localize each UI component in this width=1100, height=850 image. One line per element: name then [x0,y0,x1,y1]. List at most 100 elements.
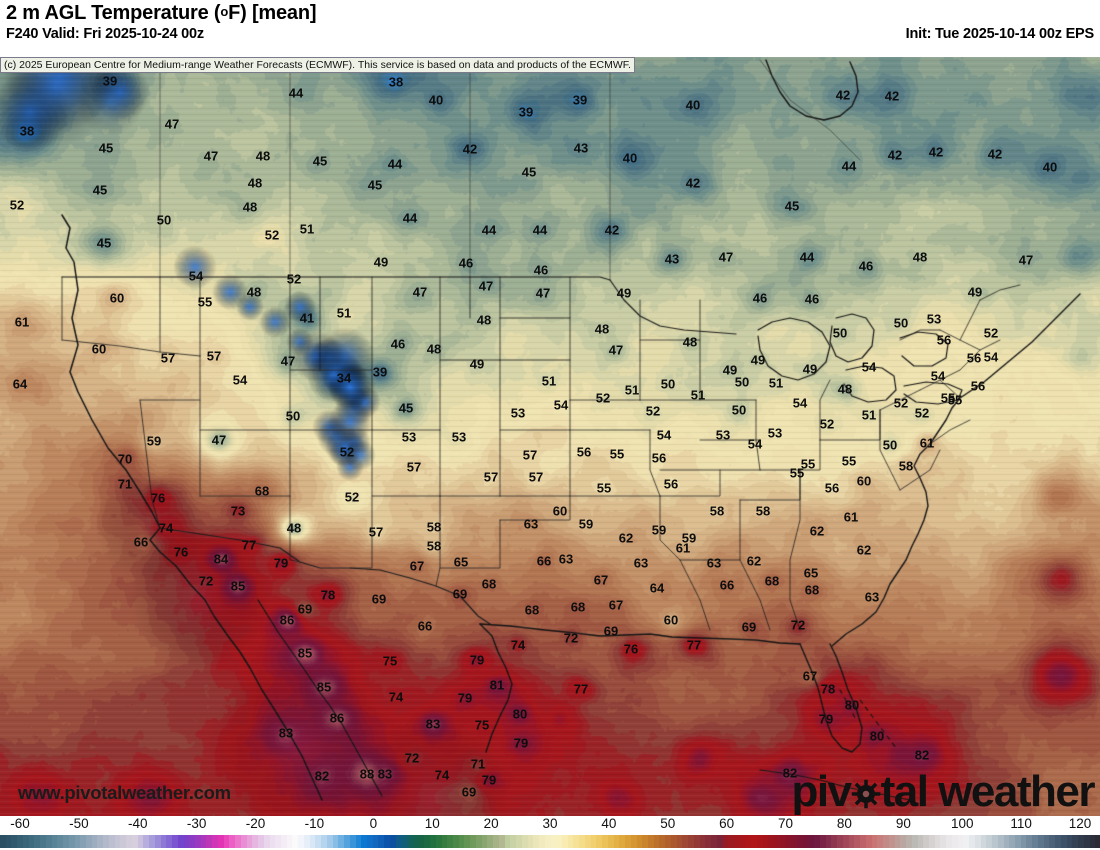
temperature-value-label: 76 [173,544,189,560]
colorbar-cell [74,835,81,848]
temperature-value-label: 80 [844,697,860,713]
colorbar-cell [607,835,614,848]
colorbar-cell [820,835,826,848]
colorbar-cell [659,835,666,848]
colorbar-tick: 60 [719,816,735,831]
temperature-value-label: 85 [230,578,246,594]
colorbar-cell [688,835,694,848]
temperature-value-label: 69 [371,591,387,607]
temperature-value-label: 38 [19,123,35,139]
temperature-value-label: 50 [660,376,676,392]
temperature-value-label: 51 [768,375,784,391]
colorbar-cell [699,835,706,848]
temperature-value-label: 52 [914,405,930,421]
temperature-value-label: 44 [481,222,497,238]
colorbar-gradient[interactable] [0,835,1100,848]
temperature-value-label: 51 [624,382,640,398]
temperature-value-label: 69 [297,601,313,617]
temperature-value-label: 62 [618,530,634,546]
colorbar-tick: 80 [836,816,852,831]
colorbar-tick: -40 [128,816,148,831]
colorbar-cell [86,835,92,848]
temperature-value-label: 50 [893,315,909,331]
colorbar-cell [906,835,912,848]
colorbar-cell [0,835,6,848]
temperature-field-canvas[interactable] [0,57,1100,816]
temperature-value-label: 59 [578,516,594,532]
colorbar-cell [579,835,585,848]
colorbar-cell [1049,835,1056,848]
temperature-value-label: 63 [633,555,649,571]
temperature-value-label: 63 [558,551,574,567]
colorbar-cell [17,835,23,848]
logo-text-post: tal weather [880,767,1096,816]
colorbar-cell [280,835,287,848]
colorbar-tick: 0 [369,816,378,831]
watermark-url: www.pivotalweather.com [18,782,231,803]
colorbar-cell [705,835,712,848]
temperature-value-label: 56 [970,378,986,394]
temperature-value-label: 58 [709,503,725,519]
colorbar-cell [103,835,109,848]
temperature-value-label: 79 [818,711,834,727]
temperature-value-label: 78 [820,681,836,697]
colorbar-cell [630,835,637,848]
colorbar-cell [309,835,316,848]
temperature-value-label: 54 [747,436,763,452]
valid-time-label: F240 Valid: Fri 2025-10-24 00z [6,26,204,42]
temperature-value-label: 39 [102,73,118,89]
temperature-value-label: 66 [417,618,433,634]
temperature-value-label: 48 [242,199,258,215]
colorbar-cell [779,835,786,848]
colorbar-cell [34,835,41,848]
temperature-value-label: 63 [523,516,539,532]
colorbar-cell [464,835,471,848]
colorbar-cell [946,835,952,848]
colorbar-cell [68,835,75,848]
temperature-value-label: 51 [299,221,315,237]
header: 2 m AGL Temperature (oF) [mean] F240 Val… [0,0,1100,57]
temperature-value-label: 39 [518,104,534,120]
temperature-value-label: 49 [722,362,738,378]
colorbar-tick: 50 [660,816,676,831]
colorbar-cell [258,835,264,848]
colorbar-cell [625,835,631,848]
colorbar-cell [808,835,815,848]
temperature-value-label: 57 [160,350,176,366]
colorbar-cell [355,835,362,848]
colorbar-cell [567,835,574,848]
colorbar[interactable]: -60 -50 -40 -30 -20 -10 0 10 20 30 40 50 60 70 80 90 100… [0,816,1100,850]
temperature-value-label: 49 [750,352,766,368]
colorbar-cell [1055,835,1061,848]
colorbar-cell [292,835,299,848]
temperature-value-label: 61 [843,509,859,525]
colorbar-cell [275,835,281,848]
temperature-value-label: 85 [316,679,332,695]
temperature-value-label: 40 [1042,159,1058,175]
temperature-value-label: 42 [685,175,701,191]
colorbar-cell [837,835,843,848]
colorbar-cell [785,835,792,848]
temperature-value-label: 57 [483,469,499,485]
colorbar-cell [860,835,866,848]
colorbar-cell [1003,835,1010,848]
colorbar-cell [1037,835,1044,848]
degree-symbol: o [220,4,229,19]
colorbar-cell [940,835,947,848]
map-area[interactable]: (c) 2025 European Centre for Medium-rang… [0,57,1100,816]
temperature-value-label: 52 [286,271,302,287]
colorbar-cell [177,835,184,848]
colorbar-cell [561,835,568,848]
temperature-value-label: 80 [869,728,885,744]
colorbar-cell [957,835,964,848]
temperature-value-label: 54 [232,372,248,388]
colorbar-tick: 20 [483,816,499,831]
temperature-value-label: 54 [792,395,808,411]
temperature-value-label: 74 [434,767,450,783]
temperature-value-label: 44 [532,222,548,238]
colorbar-cell [986,835,993,848]
colorbar-cell [470,835,476,848]
temperature-value-label: 48 [682,334,698,350]
temperature-value-label: 38 [388,74,404,90]
temperature-value-label: 50 [285,408,301,424]
